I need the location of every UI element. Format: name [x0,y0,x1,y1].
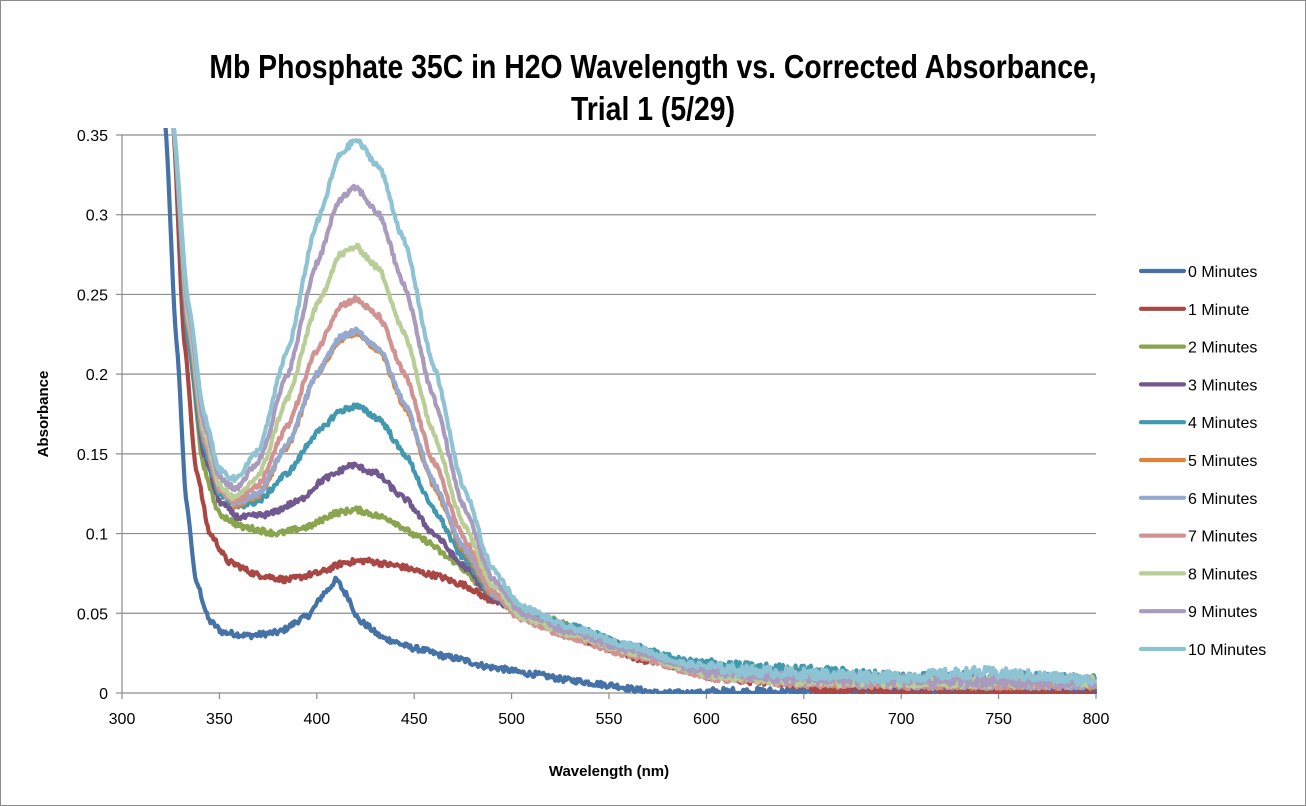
legend-item: 5 Minutes [1138,453,1257,470]
x-tick-label: 350 [206,711,233,728]
axes [116,134,1097,699]
x-tick-labels: 300 350 400 450 500 550 600 650 700 750 800 [109,711,1110,728]
x-tick-label: 300 [109,711,136,728]
x-tick-label: 450 [401,711,428,728]
legend-label: 7 Minutes [1188,529,1257,546]
legend-item: 10 Minutes [1138,642,1266,659]
legend-item: 0 Minutes [1138,264,1257,281]
legend-label: 9 Minutes [1188,604,1257,621]
x-tick-label: 600 [693,711,720,728]
legend-label: 5 Minutes [1188,453,1257,470]
series-lines [163,128,1097,694]
legend-label: 4 Minutes [1188,415,1257,432]
x-tick-label: 700 [888,711,915,728]
y-tick-label: 0.25 [77,287,108,304]
legend-item: 9 Minutes [1138,604,1257,621]
chart-title-line-2: Trial 1 (5/29) [570,90,736,127]
x-tick-label: 400 [303,711,330,728]
x-tick-label: 500 [498,711,525,728]
y-tick-label: 0.3 [86,208,108,225]
y-tick-label: 0.2 [86,367,108,384]
x-tick-label: 800 [1083,711,1110,728]
legend-label: 0 Minutes [1188,264,1257,281]
x-tick-label: 550 [596,711,623,728]
legend-label: 8 Minutes [1188,566,1257,583]
legend-label: 2 Minutes [1188,340,1257,357]
legend-item: 7 Minutes [1138,529,1257,546]
x-axis-title: Wavelength (nm) [549,763,669,780]
legend-label: 10 Minutes [1188,642,1266,659]
series-line [171,128,1097,691]
legend-label: 3 Minutes [1188,377,1257,394]
y-tick-labels: 0 0.05 0.1 0.15 0.2 0.25 0.3 0.35 [77,128,108,703]
series-line [171,128,1097,687]
gridlines [122,134,1096,614]
legend-item: 2 Minutes [1138,340,1257,357]
series-line [171,128,1097,690]
legend-item: 8 Minutes [1138,566,1257,583]
series-line [171,128,1097,692]
y-tick-label: 0.05 [77,606,108,623]
x-tick-label: 750 [985,711,1012,728]
legend-item: 3 Minutes [1138,377,1257,394]
legend: 0 Minutes 1 Minute 2 Minutes 3 Minutes 4 Min… [1138,264,1266,659]
legend-item: 1 Minute [1138,302,1249,319]
series-line [171,128,1097,688]
y-tick-label: 0 [99,686,108,703]
series-line [171,128,1097,691]
series-line [171,128,1097,692]
series-line [171,128,1097,694]
legend-item: 4 Minutes [1138,415,1257,432]
legend-item: 6 Minutes [1138,491,1257,508]
y-tick-label: 0.35 [77,128,108,145]
y-axis-title: Absorbance [35,371,52,458]
y-tick-label: 0.15 [77,447,108,464]
legend-label: 1 Minute [1188,302,1249,319]
series-line [171,128,1097,690]
y-tick-label: 0.1 [86,527,108,544]
legend-label: 6 Minutes [1188,491,1257,508]
series-line [171,128,1097,694]
chart-title-line-1: Mb Phosphate 35C in H2O Wavelength vs. C… [209,48,1097,85]
x-tick-label: 650 [790,711,817,728]
chart-title: Mb Phosphate 35C in H2O Wavelength vs. C… [91,46,1214,130]
